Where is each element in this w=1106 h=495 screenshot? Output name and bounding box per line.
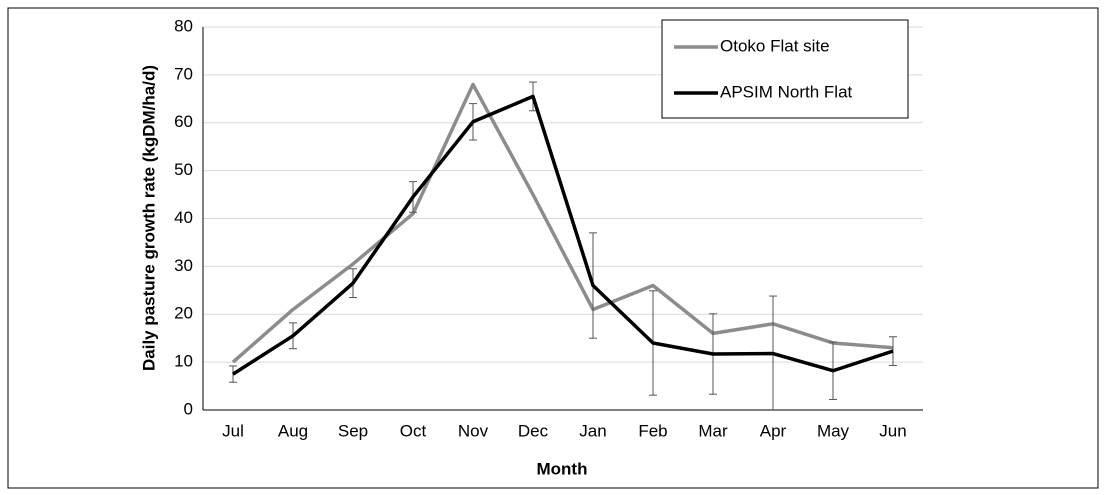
y-tick-label: 60	[174, 112, 193, 131]
frame	[7, 7, 1099, 489]
x-tick-label: Dec	[518, 421, 549, 440]
x-tick-label: Oct	[400, 421, 427, 440]
y-tick-label: 80	[174, 16, 193, 35]
y-tick-label: 10	[174, 352, 193, 371]
x-tick-label: Jul	[222, 421, 244, 440]
x-tick-label: Jun	[879, 421, 906, 440]
plot-area	[229, 81, 897, 410]
series-line	[231, 82, 894, 364]
y-tick-label: 0	[184, 399, 193, 418]
y-tick-label: 50	[174, 160, 193, 179]
y-tick-label: 30	[174, 256, 193, 275]
legend-box	[661, 19, 909, 119]
y-tick-label: 70	[174, 64, 193, 83]
x-tick-label: Feb	[638, 421, 667, 440]
x-tick-label: Jan	[579, 421, 606, 440]
y-tick-label: 20	[174, 304, 193, 323]
legend-label: APSIM North Flat	[720, 82, 853, 101]
x-tick-label: Aug	[278, 421, 308, 440]
series-line	[232, 94, 894, 376]
x-tick-label: Apr	[760, 421, 787, 440]
y-tick-label: 40	[174, 208, 193, 227]
x-tick-label: Nov	[458, 421, 489, 440]
x-axis-title: Month	[537, 459, 588, 478]
x-tick-label: Mar	[698, 421, 728, 440]
legend-label: Otoko Flat site	[720, 36, 830, 55]
x-tick-label: Sep	[338, 421, 368, 440]
x-tick-label: May	[817, 421, 850, 440]
y-axis-title: Daily pasture growth rate (kgDM/ha/d)	[139, 65, 158, 371]
